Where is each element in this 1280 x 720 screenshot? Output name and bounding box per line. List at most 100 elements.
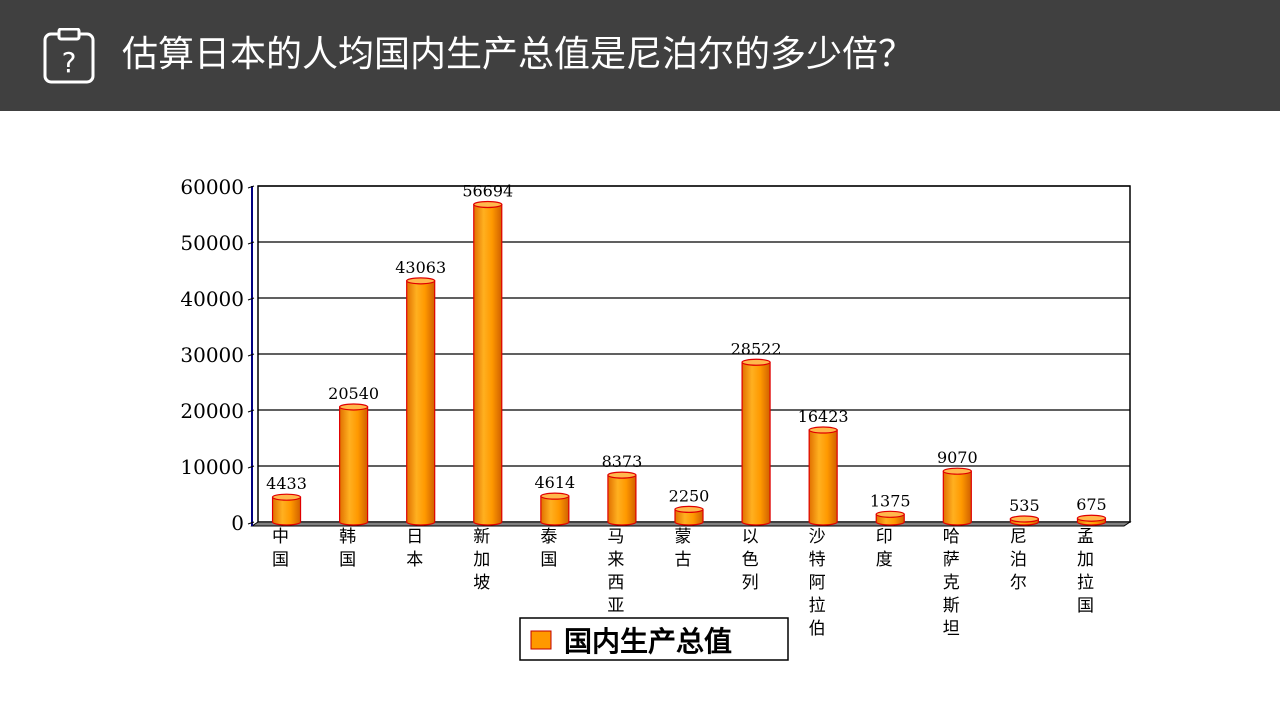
category-label: 西 xyxy=(607,573,624,593)
y-tick-mark xyxy=(247,465,255,469)
bar xyxy=(339,406,369,526)
y-tick-mark xyxy=(247,185,255,189)
category-label: 加 xyxy=(1077,550,1094,570)
category-label: 伯 xyxy=(809,619,826,639)
data-label: 2250 xyxy=(669,486,710,505)
category-label: 古 xyxy=(675,550,692,570)
data-label: 675 xyxy=(1076,495,1107,514)
bar-top xyxy=(540,492,570,500)
category-label: 萨 xyxy=(943,550,960,570)
y-tick-mark xyxy=(247,241,255,245)
data-label: 56694 xyxy=(462,182,513,201)
bar xyxy=(942,470,972,526)
bar-top xyxy=(339,403,369,411)
category-label: 国 xyxy=(1077,596,1094,616)
bar-6 xyxy=(674,505,704,526)
bar-2 xyxy=(406,277,436,526)
y-tick-label: 60000 xyxy=(180,175,244,199)
bar-top xyxy=(808,426,838,434)
category-label: 度 xyxy=(876,550,893,570)
y-tick-label: 50000 xyxy=(180,231,244,255)
category-label: 色 xyxy=(742,550,759,570)
category-label: 本 xyxy=(406,550,423,570)
data-label: 9070 xyxy=(937,448,978,467)
bar xyxy=(607,474,637,526)
legend-swatch xyxy=(530,630,552,650)
y-tick-label: 20000 xyxy=(180,399,244,423)
bar-1 xyxy=(339,403,369,526)
svg-text:?: ? xyxy=(62,46,77,79)
category-label: 孟 xyxy=(1077,527,1094,547)
category-label: 韩 xyxy=(339,527,356,547)
data-label: 20540 xyxy=(328,384,379,403)
category-label: 克 xyxy=(943,573,960,593)
y-tick-mark xyxy=(247,353,255,357)
legend-label: 国内生产总值 xyxy=(564,625,732,658)
data-label: 535 xyxy=(1009,496,1040,515)
y-tick-label: 30000 xyxy=(180,343,244,367)
category-label: 马 xyxy=(607,527,624,547)
question-clipboard-icon: ? xyxy=(43,28,95,84)
category-label: 列 xyxy=(742,573,759,593)
bar-top xyxy=(473,200,503,209)
data-label: 16423 xyxy=(798,407,849,426)
category-label: 斯 xyxy=(943,596,960,616)
data-label: 8373 xyxy=(602,452,643,471)
category-label: 加 xyxy=(473,550,490,570)
bar xyxy=(741,361,771,526)
bar-top xyxy=(607,471,637,479)
category-label: 印 xyxy=(876,527,893,547)
bar-12 xyxy=(1076,514,1107,526)
category-label: 拉 xyxy=(1077,573,1094,593)
bar xyxy=(540,495,570,526)
bar-top xyxy=(271,493,302,501)
bar-10 xyxy=(942,467,972,526)
data-label: 4614 xyxy=(534,473,575,492)
category-label: 国 xyxy=(540,550,557,570)
category-label: 阿 xyxy=(809,573,826,593)
bar xyxy=(271,496,302,526)
data-label: 28522 xyxy=(731,339,782,358)
y-tick-label: 0 xyxy=(231,511,244,535)
category-label: 坦 xyxy=(943,619,960,639)
category-label: 新 xyxy=(473,527,490,547)
bar-9 xyxy=(875,510,905,526)
bar-top xyxy=(741,358,771,366)
bar-top xyxy=(406,277,436,285)
bar-5 xyxy=(607,471,637,526)
category-label: 泊 xyxy=(1010,550,1027,570)
bar-7 xyxy=(741,358,771,526)
bar-3 xyxy=(473,200,503,526)
category-label: 国 xyxy=(272,550,289,570)
category-label: 坡 xyxy=(473,573,490,593)
category-label: 拉 xyxy=(809,596,826,616)
category-label: 沙 xyxy=(809,527,826,547)
y-tick-mark xyxy=(247,521,255,525)
bar-11 xyxy=(1009,515,1039,526)
y-tick-label: 10000 xyxy=(180,455,244,479)
data-label: 4433 xyxy=(266,474,307,493)
header-bar: ? 估算日本的人均国内生产总值是尼泊尔的多少倍？ xyxy=(0,0,1280,111)
category-label: 特 xyxy=(809,550,826,570)
legend-box xyxy=(519,617,789,661)
category-label: 来 xyxy=(607,550,624,570)
bar xyxy=(808,429,838,526)
category-label: 泰 xyxy=(540,527,557,547)
category-label: 日 xyxy=(406,527,423,547)
y-tick-label: 40000 xyxy=(180,287,244,311)
bar-0 xyxy=(271,493,302,526)
bar-top xyxy=(1009,515,1039,523)
category-label: 中 xyxy=(272,527,289,547)
legend: 国内生产总值 xyxy=(519,617,789,661)
page-title: 估算日本的人均国内生产总值是尼泊尔的多少倍？ xyxy=(122,34,915,75)
bar xyxy=(674,508,704,526)
y-tick-mark xyxy=(247,297,255,301)
bar-4 xyxy=(540,492,570,526)
bar xyxy=(473,203,503,526)
bar-top xyxy=(674,505,704,513)
category-label: 国 xyxy=(339,550,356,570)
category-label: 蒙 xyxy=(675,527,692,547)
data-label: 1375 xyxy=(870,491,911,510)
data-label: 43063 xyxy=(395,258,446,277)
